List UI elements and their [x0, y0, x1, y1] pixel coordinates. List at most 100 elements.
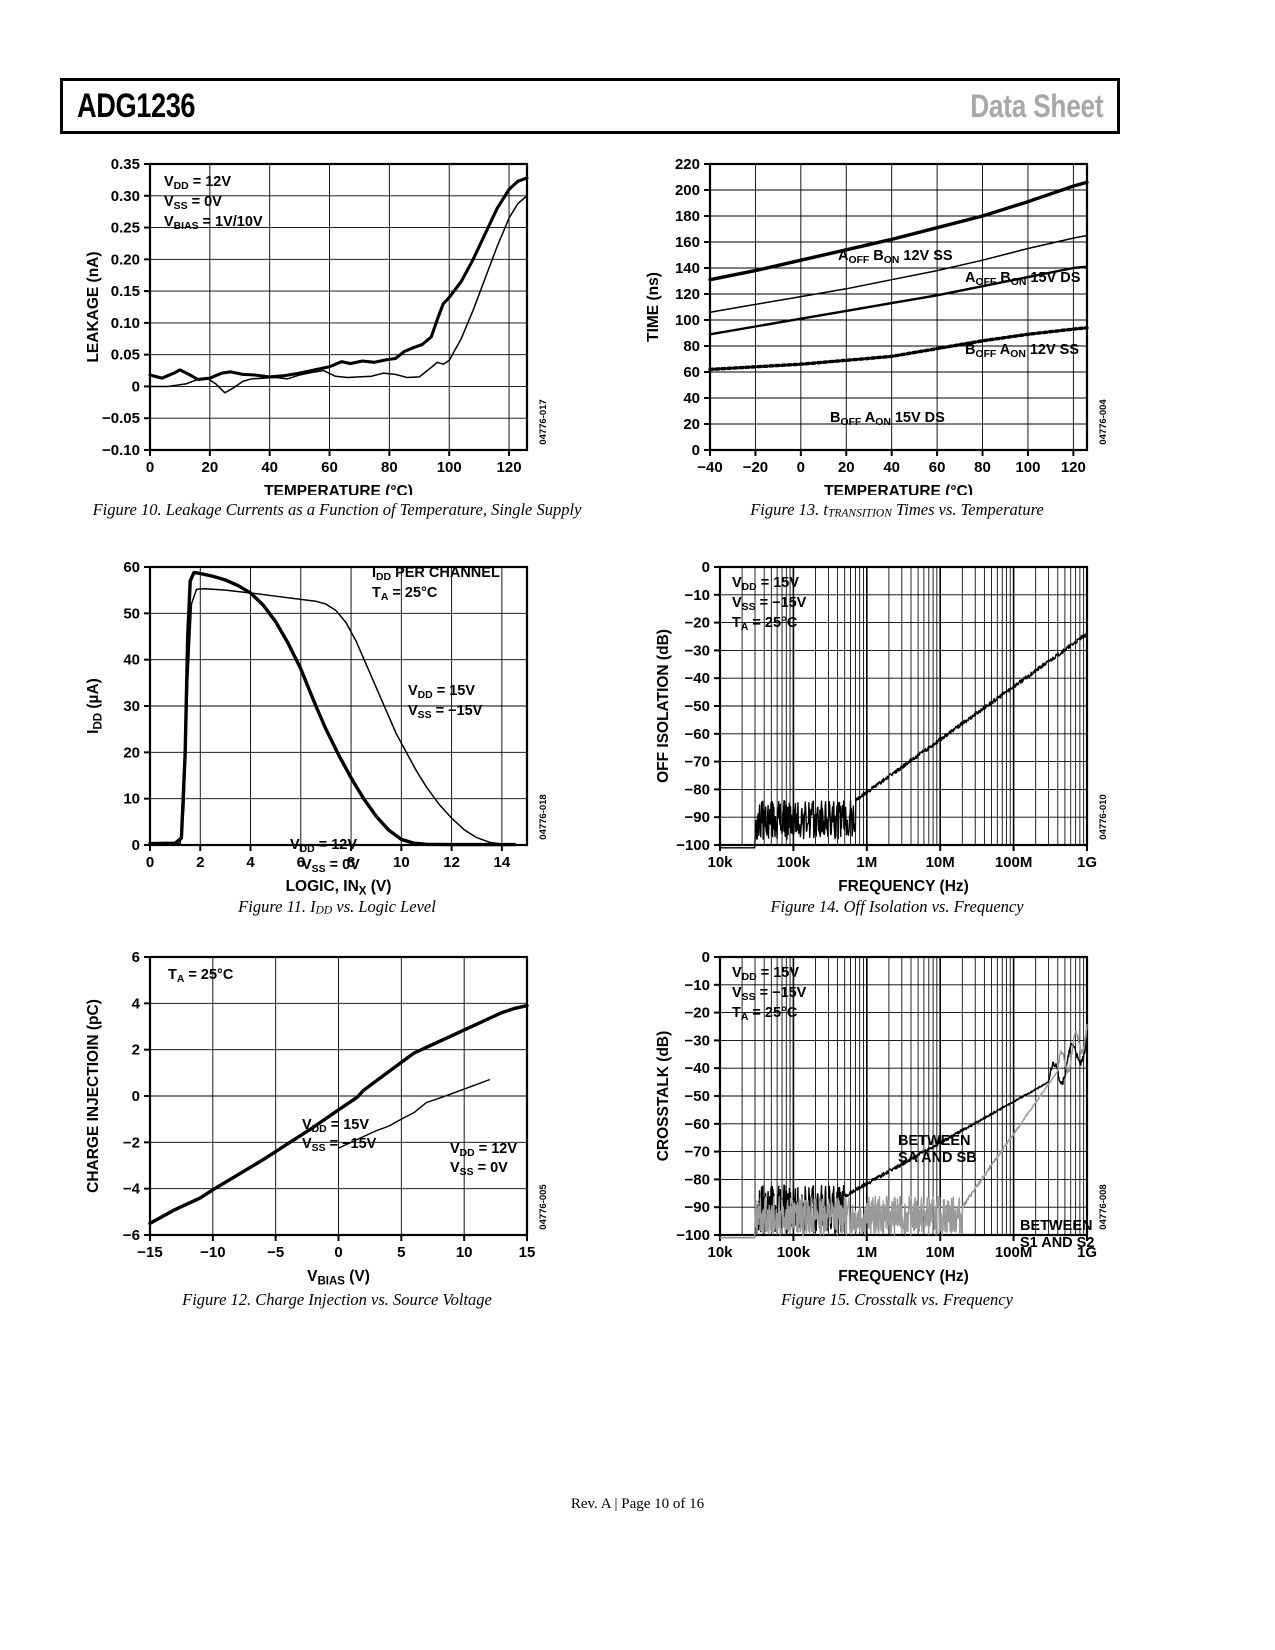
svg-text:−5: −5 — [267, 1244, 284, 1261]
svg-text:10k: 10k — [707, 854, 733, 871]
svg-text:VSS = −15V: VSS = −15V — [732, 985, 807, 1003]
svg-text:LOGIC, INX (V): LOGIC, INX (V) — [286, 878, 392, 895]
svg-text:BOFF AON 15V DS: BOFF AON 15V DS — [830, 410, 945, 428]
svg-text:VSS = 0V: VSS = 0V — [164, 194, 222, 212]
svg-text:VBIAS = 1V/10V: VBIAS = 1V/10V — [164, 214, 263, 232]
svg-text:20: 20 — [123, 744, 140, 761]
svg-text:04776-008: 04776-008 — [1098, 1184, 1109, 1229]
svg-text:AOFF BON 12V SS: AOFF BON 12V SS — [838, 248, 953, 266]
svg-text:−6: −6 — [123, 1227, 140, 1244]
svg-text:15: 15 — [519, 1244, 536, 1261]
svg-text:−100: −100 — [676, 837, 710, 854]
svg-text:4: 4 — [132, 995, 141, 1012]
svg-text:LEAKAGE (nA): LEAKAGE (nA) — [85, 251, 102, 362]
svg-text:40: 40 — [683, 390, 700, 407]
svg-text:VDD = 12V: VDD = 12V — [290, 837, 357, 855]
svg-text:TIME (ns): TIME (ns) — [645, 272, 662, 342]
svg-text:OFF ISOLATION (dB): OFF ISOLATION (dB) — [655, 629, 672, 783]
svg-text:−90: −90 — [685, 1199, 710, 1216]
figure-12-chart: −6 −4 −2 0 2 4 6 −15 −10 −5 0 5 10 15 TA = 25°C VDD = 1… — [72, 935, 572, 1285]
svg-text:CROSSTALK (dB): CROSSTALK (dB) — [655, 1031, 672, 1162]
svg-text:0: 0 — [132, 837, 140, 854]
figure-10-chart: −0.10 −0.05 0 0.05 0.10 0.15 0.20 0.25 0.30 0.35 0… — [72, 150, 572, 495]
svg-text:120: 120 — [675, 286, 700, 303]
svg-text:8: 8 — [347, 854, 355, 871]
svg-text:0.25: 0.25 — [111, 220, 140, 237]
svg-text:100M: 100M — [995, 1244, 1033, 1261]
svg-text:−50: −50 — [685, 698, 710, 715]
svg-text:0: 0 — [702, 559, 710, 576]
svg-text:20: 20 — [838, 459, 855, 476]
svg-text:VSS = −15V: VSS = −15V — [302, 1136, 377, 1154]
svg-text:VSS = 0V: VSS = 0V — [450, 1160, 508, 1178]
svg-text:0: 0 — [797, 459, 805, 476]
figure-13-chart: 0 20 40 60 80 100 120 140 160 180 200 220 −40 −20 0 20 4… — [632, 150, 1132, 495]
svg-text:−40: −40 — [697, 459, 722, 476]
svg-text:10: 10 — [456, 1244, 473, 1261]
svg-text:−70: −70 — [685, 754, 710, 771]
svg-text:−30: −30 — [685, 1032, 710, 1049]
svg-text:IDD (µA): IDD (µA) — [85, 678, 105, 734]
figure-15-caption-text: Figure 15. Crosstalk vs. Frequency — [781, 1290, 1013, 1309]
svg-text:VSS = −15V: VSS = −15V — [732, 595, 807, 613]
svg-text:−40: −40 — [685, 1060, 710, 1077]
svg-text:30: 30 — [123, 698, 140, 715]
svg-text:−20: −20 — [743, 459, 768, 476]
svg-text:VBIAS (V): VBIAS (V) — [307, 1268, 370, 1285]
figure-11-caption: Figure 11. IDD vs. Logic Level — [72, 897, 602, 919]
svg-text:VDD = 15V: VDD = 15V — [732, 575, 799, 593]
svg-text:0.10: 0.10 — [111, 315, 140, 332]
svg-text:BETWEEN: BETWEEN — [1020, 1218, 1093, 1234]
figure-11-caption-post: vs. Logic Level — [332, 897, 436, 916]
svg-text:5: 5 — [397, 1244, 405, 1261]
svg-text:40: 40 — [883, 459, 900, 476]
svg-text:TEMPERATURE (°C): TEMPERATURE (°C) — [824, 483, 973, 495]
svg-text:04776-017: 04776-017 — [538, 399, 549, 444]
svg-text:04776-010: 04776-010 — [1098, 794, 1109, 839]
figure-15-caption: Figure 15. Crosstalk vs. Frequency — [632, 1290, 1162, 1310]
svg-text:4: 4 — [246, 854, 255, 871]
svg-text:180: 180 — [675, 208, 700, 225]
svg-text:10M: 10M — [926, 1244, 955, 1261]
figure-12-caption-text: Figure 12. Charge Injection vs. Source V… — [182, 1290, 492, 1309]
svg-text:−0.10: −0.10 — [102, 442, 140, 459]
svg-text:6: 6 — [132, 949, 140, 966]
svg-text:TA = 25°C: TA = 25°C — [168, 967, 234, 985]
document-type-label: Data Sheet — [969, 87, 1103, 124]
svg-text:0: 0 — [132, 1088, 140, 1105]
svg-text:0: 0 — [702, 949, 710, 966]
svg-text:VSS = 0V: VSS = 0V — [302, 857, 360, 875]
svg-text:FREQUENCY (Hz): FREQUENCY (Hz) — [838, 878, 969, 895]
svg-text:−15: −15 — [137, 1244, 162, 1261]
svg-text:100: 100 — [675, 312, 700, 329]
svg-text:0.15: 0.15 — [111, 283, 140, 300]
svg-text:1G: 1G — [1077, 1244, 1097, 1261]
svg-text:10M: 10M — [926, 854, 955, 871]
svg-text:−80: −80 — [685, 781, 710, 798]
svg-text:80: 80 — [381, 459, 398, 476]
svg-text:TA = 25°C: TA = 25°C — [732, 615, 798, 633]
svg-text:20: 20 — [683, 416, 700, 433]
svg-text:−60: −60 — [685, 1116, 710, 1133]
svg-text:VDD = 12V: VDD = 12V — [450, 1141, 517, 1159]
svg-text:80: 80 — [974, 459, 991, 476]
footer-text: Rev. A | Page 10 of 16 — [570, 1496, 705, 1512]
svg-text:−30: −30 — [685, 642, 710, 659]
svg-text:60: 60 — [123, 559, 140, 576]
svg-text:0.05: 0.05 — [111, 347, 140, 364]
svg-text:VDD = 12V: VDD = 12V — [164, 174, 231, 192]
svg-text:−4: −4 — [123, 1181, 141, 1198]
svg-text:200: 200 — [675, 182, 700, 199]
svg-text:20: 20 — [201, 459, 218, 476]
svg-text:50: 50 — [123, 605, 140, 622]
svg-text:0: 0 — [692, 442, 700, 459]
svg-text:0.20: 0.20 — [111, 251, 140, 268]
svg-text:1M: 1M — [856, 1244, 877, 1261]
svg-text:160: 160 — [675, 234, 700, 251]
figure-14-caption: Figure 14. Off Isolation vs. Frequency — [632, 897, 1162, 917]
svg-text:−20: −20 — [685, 615, 710, 632]
svg-text:60: 60 — [321, 459, 338, 476]
figure-14-caption-text: Figure 14. Off Isolation vs. Frequency — [770, 897, 1024, 916]
svg-text:220: 220 — [675, 156, 700, 173]
